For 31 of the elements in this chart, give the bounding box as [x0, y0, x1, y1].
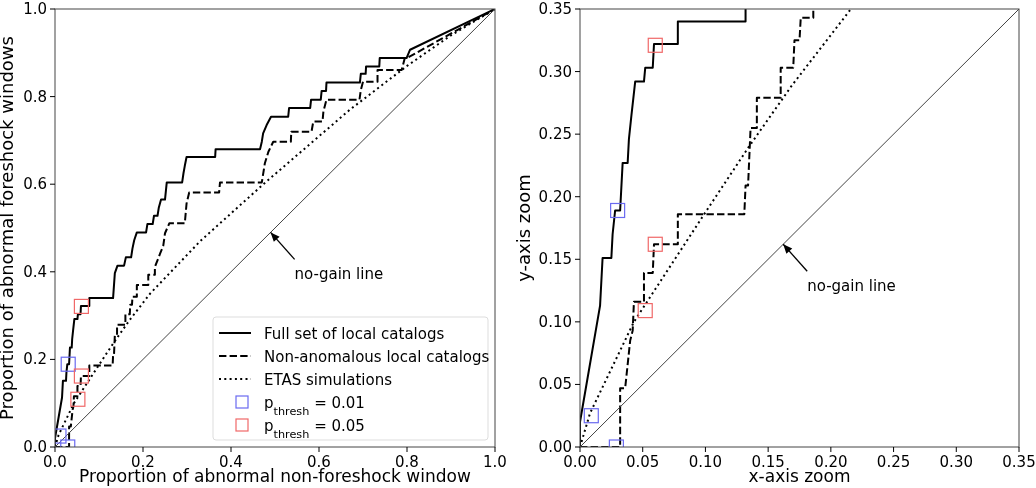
legend-label: ETAS simulations — [264, 371, 393, 389]
y-axis-title: y-axis zoom — [513, 174, 534, 282]
y-tick-label: 0.20 — [538, 187, 572, 206]
x-tick-label: 0.30 — [939, 453, 973, 471]
annotation: no-gain line — [294, 265, 384, 284]
x-tick-label: 0.05 — [626, 453, 660, 471]
y-axis-title: Proportion of abnormal foreshock windows — [0, 36, 17, 420]
y-tick-label: 0.2 — [23, 350, 47, 369]
y-tick-label: 1.0 — [23, 0, 47, 18]
y-tick-label: 0.25 — [538, 125, 572, 144]
x-tick-label: 1.0 — [483, 453, 507, 471]
y-tick-label: 0.4 — [23, 262, 47, 281]
y-tick-label: 0.30 — [538, 62, 572, 81]
x-tick-label: 0.35 — [1002, 453, 1036, 471]
legend-label: p$_{thresh}$ = 0.01 — [264, 394, 365, 418]
y-tick-label: 0.05 — [538, 375, 572, 394]
legend-label: Full set of local catalogs — [264, 325, 445, 343]
y-tick-label: 0.0 — [23, 438, 47, 456]
y-tick-label: 0.8 — [23, 87, 47, 106]
x-tick-label: 0.10 — [688, 453, 723, 471]
legend-label: Non-anomalous local catalogs — [264, 348, 490, 366]
annotation: no-gain line — [807, 277, 896, 296]
x-tick-label: 0.00 — [563, 453, 597, 471]
x-tick-label: 0.25 — [876, 453, 911, 471]
y-tick-label: 0.15 — [538, 250, 572, 269]
y-tick-label: 0.35 — [538, 0, 572, 18]
legend-label: p$_{thresh}$ = 0.05 — [264, 417, 365, 441]
y-tick-label: 0.10 — [538, 312, 572, 331]
y-tick-label: 0.00 — [538, 438, 572, 456]
x-tick-label: 0.0 — [43, 453, 67, 471]
y-tick-label: 0.6 — [23, 175, 47, 194]
